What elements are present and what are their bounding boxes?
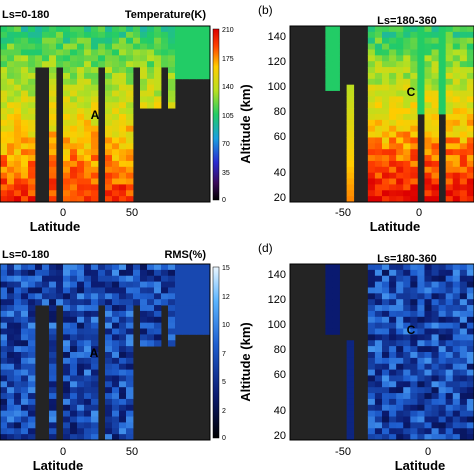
panel-b-ytick-60: 60 bbox=[274, 131, 286, 143]
colorbar-a-tick-1: 175 bbox=[222, 56, 234, 63]
colorbar-c-tick-1: 12 bbox=[222, 294, 230, 301]
panel-d-frame bbox=[289, 263, 474, 441]
colorbar-a-label: Temperature(K) bbox=[125, 9, 206, 21]
colorbar-c-tick-5: 2 bbox=[222, 408, 226, 415]
panel-b-ytick-140: 140 bbox=[268, 31, 286, 43]
panel-d-annotation: C bbox=[407, 323, 416, 337]
panel-a-title: Ls=0-180 bbox=[2, 9, 49, 21]
panel-c-rms-ls0-180: Ls=0-180 RMS(%) 0 50 Latitude A 15 12 10… bbox=[0, 249, 230, 473]
colorbar-c-tick-2: 10 bbox=[222, 322, 230, 329]
panel-b-temperature-ls180-360: (b) Ls=180-360 Altitude (km) 140 120 100… bbox=[238, 3, 474, 234]
panel-b-ytick-100: 100 bbox=[268, 81, 286, 93]
panel-b-ylabel: Altitude (km) bbox=[238, 84, 253, 163]
panel-b-xtick-neg50: -50 bbox=[335, 207, 351, 219]
panel-b-xtick-0: 0 bbox=[416, 207, 422, 219]
panel-a-xtick-50: 50 bbox=[126, 207, 138, 219]
panel-b-xlabel: Latitude bbox=[370, 219, 421, 234]
panel-d-xlabel: Latitude bbox=[395, 458, 446, 473]
panel-c-frame bbox=[0, 263, 211, 441]
colorbar-a-tick-2: 140 bbox=[222, 84, 234, 91]
colorbar-c-tick-0: 15 bbox=[222, 265, 230, 272]
panel-b-ytick-120: 120 bbox=[268, 56, 286, 68]
panel-d-ytick-140: 140 bbox=[268, 269, 286, 281]
panel-b-title: Ls=180-360 bbox=[377, 15, 437, 27]
panel-c-annotation: A bbox=[90, 346, 99, 360]
panel-b-ytick-20: 20 bbox=[274, 192, 286, 204]
colorbar-a-tick-0: 210 bbox=[222, 27, 234, 34]
panel-d-ytick-40: 40 bbox=[274, 405, 286, 417]
colorbar-c-tick-4: 5 bbox=[222, 379, 226, 386]
panel-d-title: Ls=180-360 bbox=[377, 253, 437, 265]
colorbar-a-tick-3: 105 bbox=[222, 113, 234, 120]
panel-a-xtick-0: 0 bbox=[60, 207, 66, 219]
colorbar-a bbox=[212, 28, 220, 201]
colorbar-a-tick-4: 70 bbox=[222, 141, 230, 148]
panel-b-ytick-40: 40 bbox=[274, 167, 286, 179]
panel-a-xlabel: Latitude bbox=[30, 219, 81, 234]
panel-b-annotation: C bbox=[407, 85, 416, 99]
panel-b-frame bbox=[289, 25, 474, 203]
panel-b-ytick-80: 80 bbox=[274, 106, 286, 118]
panel-d-ytick-100: 100 bbox=[268, 319, 286, 331]
colorbar-c-tick-3: 7 bbox=[222, 351, 226, 358]
panel-d-xtick-neg50: -50 bbox=[335, 446, 351, 458]
panel-c-xtick-50: 50 bbox=[126, 446, 138, 458]
colorbar-c-label: RMS(%) bbox=[164, 249, 206, 261]
panel-d-ytick-120: 120 bbox=[268, 294, 286, 306]
panel-d-ytick-80: 80 bbox=[274, 344, 286, 356]
panel-c-xlabel: Latitude bbox=[33, 458, 84, 473]
colorbar-a-tick-5: 35 bbox=[222, 170, 230, 177]
panel-d-ytick-20: 20 bbox=[274, 430, 286, 442]
panel-d-xtick-0: 0 bbox=[425, 446, 431, 458]
colorbar-c bbox=[212, 266, 220, 439]
panel-d-label: (d) bbox=[258, 241, 273, 255]
panel-c-xtick-0: 0 bbox=[60, 446, 66, 458]
panel-a-frame bbox=[0, 25, 211, 203]
colorbar-a-tick-6: 0 bbox=[222, 197, 226, 204]
panel-d-ylabel: Altitude (km) bbox=[238, 322, 253, 401]
panel-d-ytick-60: 60 bbox=[274, 369, 286, 381]
panel-a-temperature-ls0-180: Ls=0-180 Temperature(K) 0 50 Latitude A … bbox=[0, 9, 234, 234]
panel-c-title: Ls=0-180 bbox=[2, 249, 49, 261]
panel-b-label: (b) bbox=[258, 3, 273, 17]
colorbar-c-tick-6: 0 bbox=[222, 435, 226, 442]
panel-d-rms-ls180-360: (d) Ls=180-360 Altitude (km) 140 120 100… bbox=[238, 241, 474, 473]
panel-a-annotation: A bbox=[91, 108, 100, 122]
